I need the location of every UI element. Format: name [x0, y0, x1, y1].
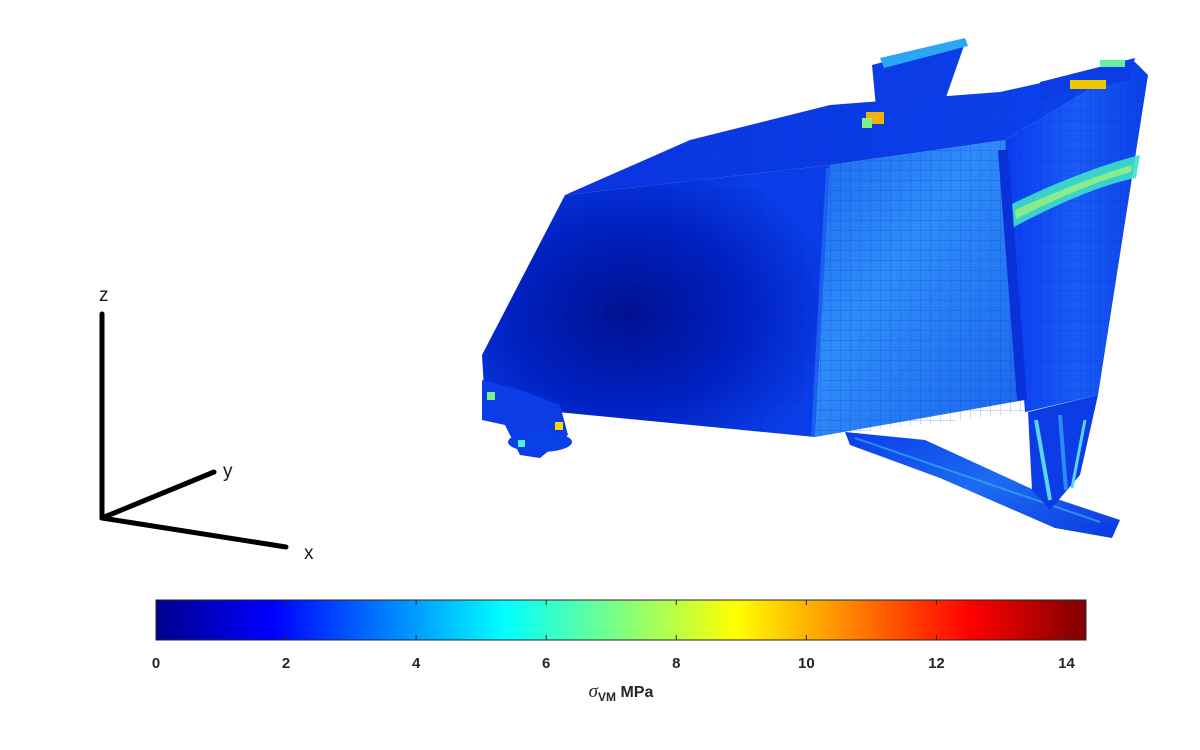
structure-voxel-texture: [482, 62, 1148, 437]
colorbar-title-unit: MPa: [616, 684, 653, 701]
colorbar-tick-label: 6: [542, 655, 550, 672]
z-axis-label: z: [99, 285, 109, 306]
stress-band-right-face-core: [1015, 165, 1132, 219]
axes-triad: z x y: [99, 285, 314, 564]
top-right-lug: [1040, 58, 1135, 100]
colorbar-gradient: [155, 599, 1087, 641]
colorbar-tick-label: 10: [798, 655, 815, 672]
colorbar-tick-label: 8: [672, 655, 680, 672]
x-axis-arrow: [99, 515, 289, 550]
colorbar-title-symbol: σ: [589, 681, 599, 702]
colorbar-ticks: 0 2 4 6 8 10 12 14: [152, 600, 1075, 672]
left-foot: [482, 380, 572, 458]
colorbar-title: σVM MPa: [589, 681, 654, 704]
colorbar-tick-label: 12: [928, 655, 945, 672]
colorbar: 0 2 4 6 8 10 12 14 σVM MPa: [152, 599, 1087, 704]
colorbar-title-subscript: VM: [598, 690, 616, 704]
y-axis-arrow: [99, 469, 217, 521]
edge-highlight-middle: [998, 149, 1027, 401]
y-axis-label: y: [223, 461, 233, 482]
colorbar-tick-label: 0: [152, 655, 160, 672]
bottom-brace: [845, 432, 1120, 538]
colorbar-tick-label: 2: [282, 655, 290, 672]
colorbar-tick-label: 4: [412, 655, 421, 672]
x-axis-label: x: [304, 543, 314, 564]
top-left-lug: [862, 38, 968, 128]
edge-highlight-left: [811, 167, 830, 437]
colorbar-tick-label: 14: [1058, 655, 1075, 672]
right-leg: [1028, 395, 1098, 510]
stress-structure-model: [482, 38, 1148, 538]
